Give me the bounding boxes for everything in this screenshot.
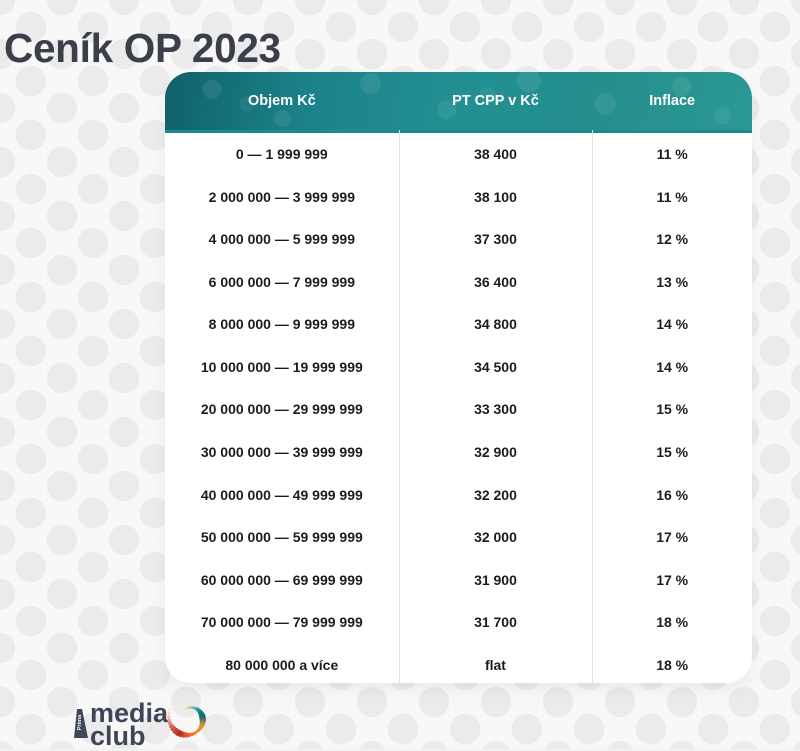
svg-text:Prima: Prima bbox=[77, 714, 83, 730]
